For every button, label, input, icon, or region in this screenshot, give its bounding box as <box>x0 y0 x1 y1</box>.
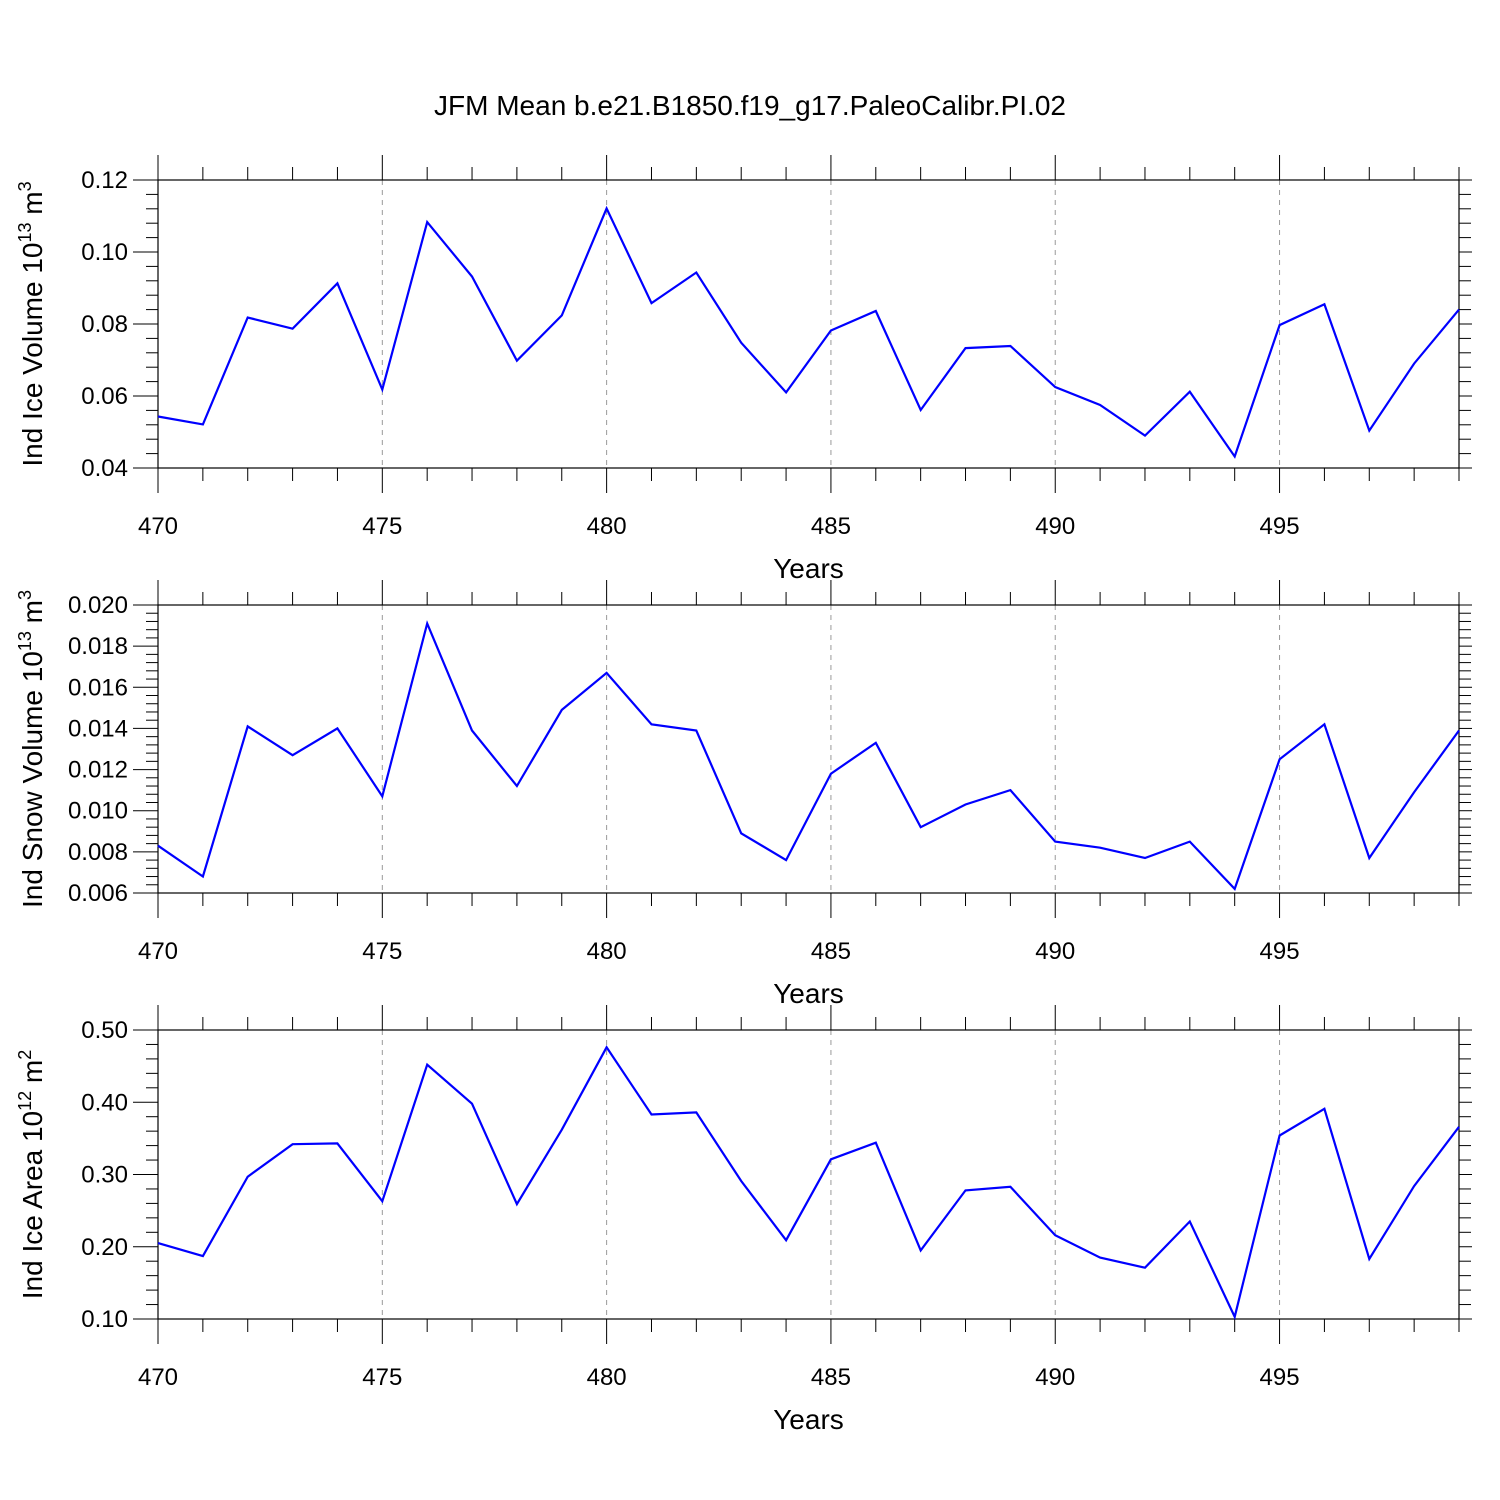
y-axis-title-base: Ind Ice Area 10 <box>17 1111 48 1299</box>
x-tick-label: 470 <box>138 938 178 965</box>
y-axis-title-exponent: 2 <box>15 1050 35 1060</box>
y-tick-label: 0.016 <box>68 674 128 701</box>
y-tick-label: 0.12 <box>81 167 128 194</box>
y-tick-label: 0.20 <box>81 1234 128 1261</box>
y-tick-label: 0.04 <box>81 455 128 482</box>
x-tick-label: 495 <box>1260 938 1300 965</box>
panel-1: 0.04 0.06 0.08 0.10 0.12 470 475 480 485 490 495 Ye… <box>15 155 1472 584</box>
y-tick-label: 0.08 <box>81 311 128 338</box>
chart-panels: 0.04 0.06 0.08 0.10 0.12 470 475 480 485 490 495 Ye… <box>15 155 1472 1435</box>
x-tick-label: 475 <box>362 513 402 540</box>
figure-title: JFM Mean b.e21.B1850.f19_g17.PaleoCalibr… <box>434 90 1066 121</box>
y-tick-label: 0.020 <box>68 592 128 619</box>
y-tick-label: 0.006 <box>68 880 128 907</box>
y-tick-label: 0.30 <box>81 1162 128 1189</box>
x-tick-label: 480 <box>587 938 627 965</box>
y-axis-title: Ind Ice Area 1012 m2 <box>15 1050 48 1300</box>
x-tick-label: 475 <box>362 1364 402 1391</box>
y-axis-title-unit: m <box>17 1060 48 1091</box>
x-tick-label: 480 <box>587 1364 627 1391</box>
y-tick-label: 0.50 <box>81 1017 128 1044</box>
x-axis-title: Years <box>773 1404 844 1435</box>
x-tick-label: 485 <box>811 1364 851 1391</box>
x-tick-label: 480 <box>587 513 627 540</box>
panel-3: 0.10 0.20 0.30 0.40 0.50 470 475 480 485 490 495 Ye… <box>15 1005 1472 1435</box>
x-tick-label: 490 <box>1035 1364 1075 1391</box>
y-tick-label: 0.10 <box>81 1306 128 1333</box>
y-axis-title-base: Ind Snow Volume 10 <box>17 651 48 908</box>
y-tick-label: 0.018 <box>68 633 128 660</box>
y-axis-title: Ind Snow Volume 1013 m3 <box>15 590 48 908</box>
series-line <box>157 1045 1460 1321</box>
x-tick-label: 495 <box>1260 1364 1300 1391</box>
x-axis-title: Years <box>773 553 844 584</box>
y-tick-label: 0.40 <box>81 1089 128 1116</box>
x-tick-label: 470 <box>138 1364 178 1391</box>
y-axis-title-exponent: 13 <box>15 631 35 651</box>
x-tick-label: 475 <box>362 938 402 965</box>
series-line <box>157 205 1460 459</box>
series-line <box>157 620 1460 891</box>
y-tick-label: 0.10 <box>81 239 128 266</box>
plot-frame <box>157 604 1460 894</box>
x-axis-title: Years <box>773 978 844 1009</box>
y-axis-title-unit: m <box>17 600 48 631</box>
y-tick-label: 0.010 <box>68 798 128 825</box>
y-tick-label: 0.012 <box>68 757 128 784</box>
y-axis-title-unit: m <box>17 191 48 222</box>
y-axis-title-exponent: 13 <box>15 222 35 242</box>
y-axis-title-exponent: 12 <box>15 1091 35 1111</box>
plot-frame <box>157 179 1460 469</box>
y-tick-label: 0.06 <box>81 383 128 410</box>
panel-2: 0.006 0.008 0.010 0.012 0.014 0.016 0.018 0.020… <box>15 580 1472 1009</box>
x-tick-label: 490 <box>1035 938 1075 965</box>
x-tick-label: 485 <box>811 513 851 540</box>
y-tick-label: 0.014 <box>68 715 128 742</box>
x-tick-label: 470 <box>138 513 178 540</box>
x-tick-label: 490 <box>1035 513 1075 540</box>
y-axis-title-base: Ind Ice Volume 10 <box>17 243 48 467</box>
y-axis-title-exponent: 3 <box>15 590 35 600</box>
plot-frame <box>157 1029 1460 1320</box>
x-tick-label: 485 <box>811 938 851 965</box>
y-axis-title-exponent: 3 <box>15 181 35 191</box>
x-tick-label: 495 <box>1260 513 1300 540</box>
y-tick-label: 0.008 <box>68 839 128 866</box>
y-axis-title: Ind Ice Volume 1013 m3 <box>15 181 48 466</box>
